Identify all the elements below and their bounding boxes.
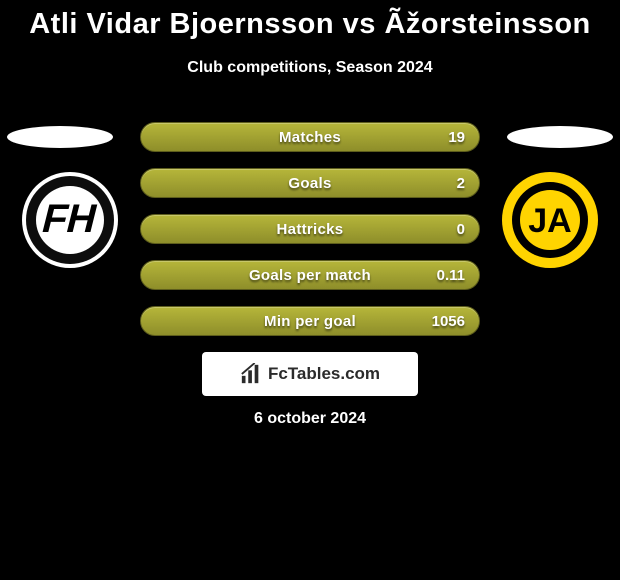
player-right-placeholder — [507, 126, 613, 148]
stat-label: Goals — [141, 169, 479, 197]
stat-label: Hattricks — [141, 215, 479, 243]
stat-label: Min per goal — [141, 307, 479, 335]
club-badge-left: FH — [20, 170, 120, 270]
brand-text: FcTables.com — [268, 364, 380, 384]
stat-value-right: 19 — [448, 123, 465, 151]
club-badge-right: JA — [500, 170, 600, 270]
page-title: Atli Vidar Bjoernsson vs Ãžorsteinsson — [0, 0, 620, 41]
stat-value-right: 0.11 — [437, 261, 465, 289]
stat-row: Hattricks 0 — [140, 214, 480, 244]
club-badge-right-letters: JA — [528, 202, 571, 240]
stats-container: Matches 19 Goals 2 Hattricks 0 Goals per… — [140, 122, 480, 352]
stat-label: Matches — [141, 123, 479, 151]
stat-row: Matches 19 — [140, 122, 480, 152]
club-badge-left-letters: FH — [38, 196, 103, 241]
bar-chart-icon — [240, 363, 262, 385]
stat-value-right: 1056 — [432, 307, 465, 335]
brand-watermark[interactable]: FcTables.com — [202, 352, 418, 396]
stat-label: Goals per match — [141, 261, 479, 289]
stat-row: Min per goal 1056 — [140, 306, 480, 336]
player-left-placeholder — [7, 126, 113, 148]
date-label: 6 october 2024 — [0, 410, 620, 428]
stat-value-right: 2 — [457, 169, 465, 197]
stat-value-right: 0 — [457, 215, 465, 243]
page-subtitle: Club competitions, Season 2024 — [0, 59, 620, 77]
stat-row: Goals 2 — [140, 168, 480, 198]
stat-row: Goals per match 0.11 — [140, 260, 480, 290]
